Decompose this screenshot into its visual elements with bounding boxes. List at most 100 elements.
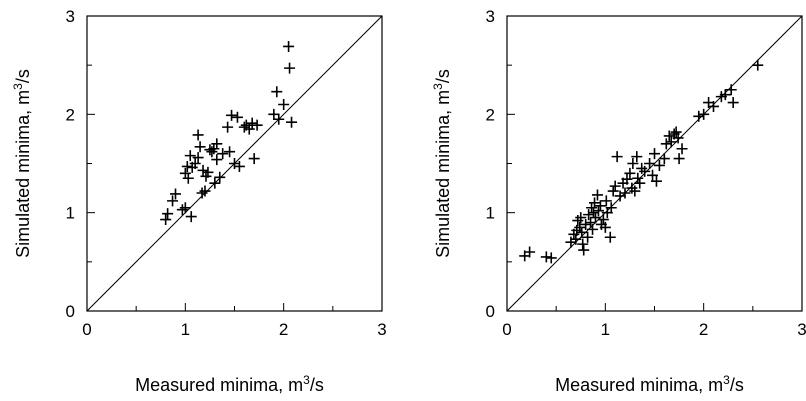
data-point <box>196 187 208 199</box>
data-point <box>222 121 234 133</box>
y-tick-label: 2 <box>486 105 495 124</box>
data-point <box>565 236 577 248</box>
y-tick-label: 1 <box>66 204 75 223</box>
data-point <box>589 197 601 209</box>
data-point <box>604 231 616 243</box>
data-point <box>233 160 245 172</box>
data-point <box>582 231 594 243</box>
data-point <box>273 113 285 125</box>
data-point <box>590 212 601 224</box>
data-point <box>599 221 611 233</box>
data-point <box>607 185 619 197</box>
data-point <box>609 180 621 192</box>
data-point <box>185 211 197 223</box>
data-point <box>650 175 662 187</box>
data-point <box>162 208 174 220</box>
data-point <box>708 100 719 112</box>
data-point <box>644 158 656 169</box>
data-point <box>626 182 638 194</box>
data-point <box>192 129 204 141</box>
x-tick-label: 1 <box>601 320 610 339</box>
data-point <box>673 153 685 165</box>
data-point <box>587 223 599 235</box>
data-point <box>597 214 609 226</box>
data-point <box>181 160 193 172</box>
y-tick-label: 1 <box>486 204 495 223</box>
data-point <box>211 154 223 166</box>
data-point <box>286 116 298 128</box>
data-point <box>211 138 223 150</box>
y-tick-label: 0 <box>66 302 75 321</box>
x-tick-label: 2 <box>279 320 288 339</box>
scatter-panel-1: 0 1 2 3 0 1 2 3 Measured minima, m3/s Simulated m… <box>11 7 387 395</box>
data-point <box>231 111 243 123</box>
data-point <box>575 212 587 224</box>
data-point <box>639 165 651 177</box>
data-point <box>594 200 606 212</box>
data-point <box>672 132 684 144</box>
data-point <box>624 167 636 179</box>
y-axis-label: Simulated minima, m3/s <box>11 69 33 258</box>
data-point <box>583 209 595 221</box>
data-point <box>167 195 179 207</box>
data-point <box>184 150 196 162</box>
data-point <box>719 89 731 101</box>
data-point <box>621 173 633 185</box>
x-tick-label: 3 <box>797 320 806 339</box>
data-point <box>192 152 204 164</box>
data-point <box>752 59 764 71</box>
data-point <box>658 153 670 165</box>
data-point <box>619 187 631 199</box>
y-tick-label: 2 <box>66 105 75 124</box>
y-axis-label: Simulated minima, m3/s <box>431 69 453 258</box>
data-point <box>676 143 688 155</box>
data-point <box>214 171 226 183</box>
y-tick-label: 0 <box>486 302 495 321</box>
data-point <box>576 226 588 238</box>
data-point <box>206 146 218 158</box>
scatter-panel-2: 0 1 2 3 0 1 2 3 Measured minima, m3/s Simulated m… <box>431 7 806 395</box>
data-point <box>586 202 598 214</box>
x-tick-label: 0 <box>502 320 511 339</box>
data-point <box>217 148 229 160</box>
y-tick-label: 3 <box>66 7 75 26</box>
data-point <box>725 84 737 96</box>
data-point <box>199 185 211 197</box>
data-point <box>647 169 659 181</box>
data-point <box>588 207 600 219</box>
data-point <box>627 158 639 169</box>
data-point <box>600 195 612 207</box>
data-point <box>660 138 672 150</box>
data-point <box>224 146 236 158</box>
data-point <box>629 185 641 197</box>
data-point <box>611 151 623 163</box>
data-point <box>727 97 739 109</box>
data-point <box>540 251 552 263</box>
data-point <box>226 109 238 121</box>
data-point <box>632 172 644 184</box>
data-point <box>179 167 191 179</box>
x-tick-label: 1 <box>181 320 190 339</box>
x-axis-label: Measured minima, m3/s <box>555 373 744 395</box>
data-point <box>545 252 557 264</box>
data-point <box>268 108 280 120</box>
data-point <box>698 108 710 120</box>
data-point <box>160 214 172 226</box>
x-tick-label: 0 <box>82 320 91 339</box>
data-point <box>246 117 258 129</box>
data-point <box>251 119 263 131</box>
data-point <box>182 172 194 184</box>
data-point <box>663 130 675 142</box>
data-point <box>578 244 590 256</box>
data-point <box>570 233 582 245</box>
x-tick-label: 3 <box>377 320 386 339</box>
data-point <box>592 205 604 217</box>
data-point <box>693 110 705 122</box>
data-point <box>197 164 209 176</box>
x-axis-label: Measured minima, m3/s <box>135 373 324 395</box>
data-point <box>284 62 296 74</box>
y-tick-label: 3 <box>486 7 495 26</box>
data-point <box>248 153 260 165</box>
data-point <box>194 141 206 153</box>
